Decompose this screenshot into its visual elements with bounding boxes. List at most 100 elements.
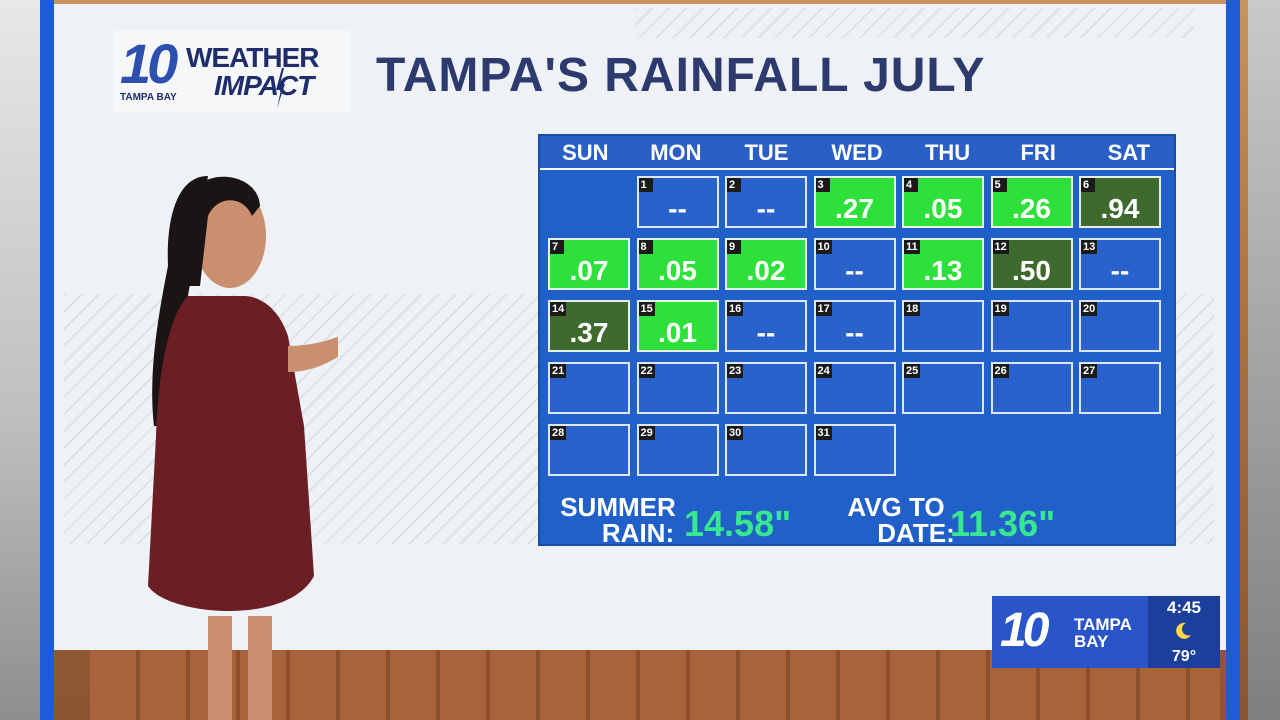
screen-frame-right	[1226, 0, 1240, 720]
day-number: 22	[638, 364, 655, 378]
lightning-icon	[276, 68, 285, 108]
day-number: 15	[638, 302, 655, 316]
rainfall-value: .01	[658, 317, 697, 348]
day-number: 27	[1081, 364, 1098, 378]
calendar-day-9: 9.02	[725, 238, 807, 290]
calendar-day-17: 17 --	[813, 300, 896, 352]
day-number: 7	[550, 240, 564, 254]
day-number: 11	[904, 240, 920, 254]
logo-line2: IMPACT	[214, 70, 314, 101]
day-number: 14	[550, 302, 567, 316]
calendar-day-27: 27	[1079, 362, 1161, 414]
day-number: 3	[815, 178, 830, 192]
calendar-day-24: 24	[813, 362, 896, 414]
hatch-pattern-top	[634, 8, 1194, 38]
calendar-day-6: 6.94	[1079, 176, 1161, 228]
studio-wall-right	[1248, 0, 1280, 720]
day-number: 17	[815, 302, 832, 316]
weekday-thu: THU	[924, 140, 971, 165]
avg-label-line1: AVG TO	[847, 492, 945, 522]
station-name: TAMPA BAY	[1074, 616, 1132, 650]
summer-rain-value: 14.58"	[684, 503, 792, 544]
day-number: 30	[727, 426, 744, 440]
weekday-fri: FRI	[1020, 140, 1056, 165]
summer-label-line1: SUMMER	[560, 492, 676, 522]
calendar-day-15: 15.01	[636, 300, 719, 352]
rainfall-value: .07	[569, 255, 609, 286]
calendar-day-7: 7.07	[548, 238, 630, 290]
weekday-tue: TUE	[744, 140, 789, 165]
current-temperature: 79°	[1171, 648, 1197, 665]
calendar-day-1: 1 --	[636, 176, 719, 228]
rainfall-value: .05	[923, 193, 963, 224]
summer-rain-label: SUMMER RAIN:	[558, 494, 678, 546]
day-number: 18	[904, 302, 921, 316]
station-logo: 10 TAMPA BAY	[992, 596, 1148, 668]
day-number: 13	[1081, 240, 1098, 254]
day-number: 24	[815, 364, 832, 378]
station-name-line1: TAMPA	[1074, 615, 1132, 634]
rainfall-value: .27	[835, 193, 874, 224]
calendar-day-31: 31	[813, 424, 896, 476]
calendar-day-23: 23	[725, 362, 807, 414]
day-number: 9	[727, 240, 741, 254]
rainfall-value: --	[845, 317, 864, 348]
calendar-day-2: 2 --	[725, 176, 807, 228]
rainfall-value: .13	[923, 255, 963, 286]
rainfall-value: .26	[1012, 193, 1051, 224]
station-bug: 10 TAMPA BAY 4:45 79°	[992, 596, 1220, 668]
rainfall-value: --	[668, 193, 687, 224]
logo-sub: TAMPA BAY	[120, 92, 177, 103]
calendar-day-5: 5.26	[990, 176, 1073, 228]
day-number: 21	[550, 364, 567, 378]
rainfall-value: .05	[658, 255, 697, 286]
presenter-figure	[148, 176, 338, 720]
weekday-mon: MON	[650, 140, 702, 165]
calendar-day-10: 10 --	[813, 238, 896, 290]
calendar-day-13: 13 --	[1079, 238, 1161, 290]
summer-label-line2: RAIN:	[601, 518, 675, 548]
calendar-day-21: 21	[548, 362, 630, 414]
logo-number: 10	[120, 32, 178, 95]
station-number: 10	[1000, 604, 1049, 657]
logo-line1: WEATHER	[186, 42, 319, 73]
day-number: 26	[992, 364, 1009, 378]
rainfall-value: --	[756, 317, 776, 348]
weekday-wed: WED	[831, 140, 883, 165]
weather-impact-logo: 10 WEATHER IMPACT TAMPA BAY	[114, 30, 350, 112]
weekday-sun: SUN	[562, 140, 609, 165]
calendar-day-26: 26	[990, 362, 1073, 414]
weekday-header: SUN MON TUE WED THU FRI SAT	[540, 136, 1174, 170]
calendar-day-14: 14.37	[548, 300, 630, 352]
avg-to-date-label: AVG TO DATE:	[836, 494, 956, 546]
weekday-sat: SAT	[1107, 140, 1150, 165]
calendar-day-28: 28	[548, 424, 630, 476]
day-number: 4	[904, 178, 918, 192]
day-number: 25	[904, 364, 921, 378]
day-number: 16	[727, 302, 744, 316]
day-number: 1	[638, 178, 653, 192]
current-time: 4:45	[1166, 598, 1202, 617]
rainfall-value: .94	[1100, 193, 1140, 224]
moon-icon	[1176, 622, 1191, 639]
rainfall-value: .50	[1012, 255, 1051, 286]
calendar-day-16: 16 --	[725, 300, 807, 352]
avg-label-line2: DATE:	[877, 518, 955, 548]
calendar-day-18: 18	[902, 300, 984, 352]
day-number: 2	[727, 178, 741, 192]
time-temp-panel: 4:45 79°	[1148, 596, 1220, 668]
rainfall-calendar: SUN MON TUE WED THU FRI SAT SUMMER RAIN: 14.58…	[538, 134, 1176, 546]
day-number: 19	[992, 302, 1009, 316]
calendar-day-30: 30	[725, 424, 807, 476]
day-number: 23	[727, 364, 744, 378]
rainfall-value: --	[756, 193, 776, 224]
avg-to-date-value: 11.36"	[950, 503, 1056, 544]
day-number: 6	[1081, 178, 1095, 192]
rainfall-value: .02	[746, 255, 786, 286]
day-number: 5	[992, 178, 1007, 192]
calendar-day-8: 8.05	[636, 238, 719, 290]
day-number: 29	[638, 426, 655, 440]
calendar-day-12: 12.50	[990, 238, 1073, 290]
calendar-day-29: 29	[636, 424, 719, 476]
screen-frame-left	[40, 0, 54, 720]
